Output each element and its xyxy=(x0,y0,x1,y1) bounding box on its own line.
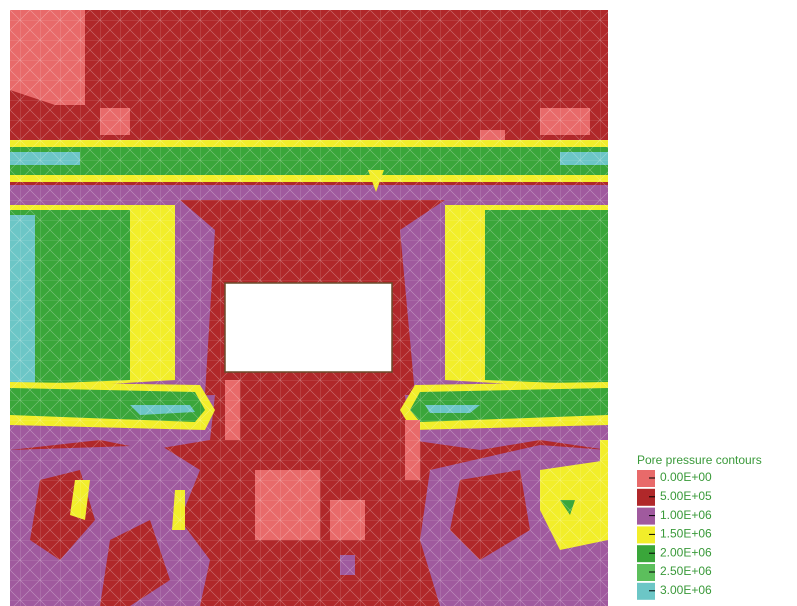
legend-swatch xyxy=(637,470,655,487)
legend-label: 5.00E+05 xyxy=(660,489,712,503)
legend-swatch xyxy=(637,545,655,563)
excavation xyxy=(224,282,393,373)
legend-label: 0.00E+00 xyxy=(660,470,712,484)
legend-label: 2.50E+06 xyxy=(660,564,712,578)
legend-swatch xyxy=(637,564,655,581)
legend-swatch xyxy=(637,582,655,600)
legend-label: 1.50E+06 xyxy=(660,527,712,541)
legend-swatch xyxy=(637,507,655,525)
legend-swatch xyxy=(637,488,655,506)
legend-label: 3.00E+06 xyxy=(660,583,712,597)
legend-label: 1.00E+06 xyxy=(660,508,712,522)
legend-swatch xyxy=(637,526,655,544)
legend-title: Pore pressure contours xyxy=(637,453,762,467)
legend-label: 2.00E+06 xyxy=(660,545,712,559)
